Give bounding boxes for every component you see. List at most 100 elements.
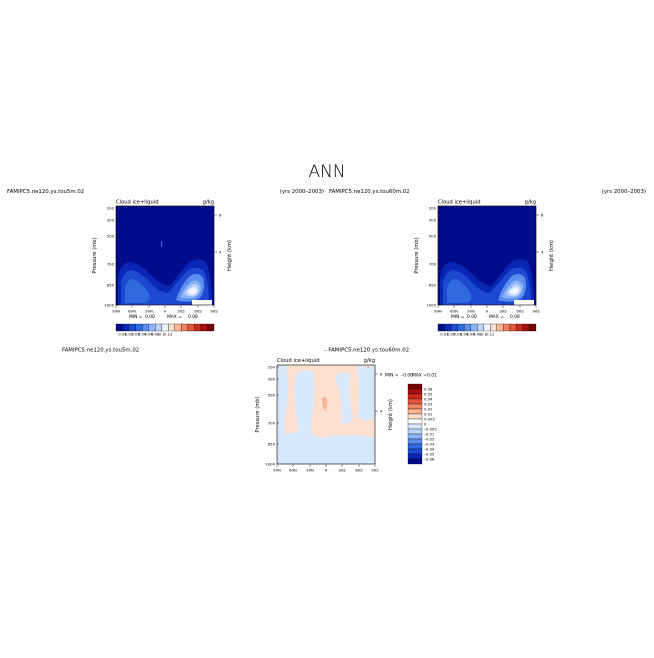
- panel-3-max-label: MAX =: [412, 373, 427, 379]
- panel-1-colorbar-label: 0.04: [138, 332, 147, 337]
- panel-2-ytick-label: 300: [429, 217, 437, 222]
- panel-1-colorbar-swatch: [187, 323, 195, 332]
- panel-1-xtick-label: 30S: [177, 309, 185, 314]
- panel-2-years: (yrs 2000–2003): [602, 189, 646, 195]
- panel-2-colorbar-swatch: [503, 323, 511, 332]
- panel-2-ylabel: Pressure (mb): [414, 237, 420, 273]
- panel-3-colorbar-label: 0.04: [424, 396, 433, 401]
- panel-1-xtick-label: 90N: [112, 309, 120, 314]
- panel-1-contour-field: [116, 206, 214, 305]
- panel-2-colorbar-swatch: [477, 323, 484, 332]
- panel-1-colorbar-swatch: [155, 323, 162, 332]
- panel-2-min-value: 0.00: [467, 314, 477, 320]
- panel-2-max-label: MAX =: [489, 314, 504, 320]
- panel-2-height-tick: 8: [541, 212, 544, 217]
- panel-3-colorbar-swatch: [407, 418, 423, 425]
- panel-2-xtick-label: 60S: [516, 309, 524, 314]
- panel-1-min-value: 0.00: [145, 314, 155, 320]
- panel-2-ytick-label: 200: [429, 205, 437, 210]
- panel-2-xtick-label: 30S: [499, 309, 507, 314]
- panel-2-max-value: 0.08: [510, 314, 520, 320]
- panel-3-xtick-label: 90N: [273, 468, 281, 473]
- panel-3-ylabel: Pressure (mb): [255, 396, 261, 432]
- panel-1-colorbar-swatch: [135, 323, 143, 332]
- panel-1-colorbar-swatch: [181, 323, 189, 332]
- panel-1-ytick-label: 1000: [104, 302, 114, 307]
- panel-1-xtick-label: 60N: [128, 309, 136, 314]
- panel-3-xtick-label: 30S: [338, 468, 346, 473]
- panel-2-colorbar-swatch: [444, 323, 452, 332]
- panel-3-xtick-label: 30N: [306, 468, 314, 473]
- panel-3-colorbar-swatch: [407, 393, 423, 400]
- panel-2-colorbar-swatch: [529, 323, 537, 332]
- panel-3-max-value: 0.01: [427, 373, 437, 379]
- panel-2: FAMIPC5.ne120.ys.tou60m.02 (yrs 2000–200…: [329, 189, 646, 337]
- panel-1-colorbar-swatch: [141, 323, 149, 332]
- panel-1-xtick-label: 60S: [194, 309, 202, 314]
- panel-2-colorbar-swatch: [483, 323, 491, 332]
- panel-3-height-tick: 8: [380, 371, 383, 376]
- panel-3-colorbar-label: 0.05: [424, 391, 433, 396]
- panel-1-height-tick: 8: [219, 212, 222, 217]
- panel-1-years: (yrs 2000–2003): [280, 189, 324, 195]
- panel-3-min-label: MIN =: [385, 373, 399, 379]
- panel-2-ytick-label: 1000: [426, 302, 436, 307]
- panel-2-ytick-label: 500: [429, 233, 437, 238]
- panel-1-colorbar-swatch: [207, 323, 215, 332]
- panel-3-colorbar-label: –0.01: [424, 431, 435, 436]
- panel-2-xtick-label: 90S: [532, 309, 540, 314]
- panel-2-colorbar-label: 0.04: [460, 332, 469, 337]
- panel-1-xtick-label: 30N: [145, 309, 153, 314]
- panel-2-ytick-label: 850: [429, 282, 437, 287]
- panel-3-colorbar-label: –0.005: [424, 426, 437, 431]
- panel-3-colorbar-swatch: [407, 443, 423, 450]
- panel-2-xtick-label: 60N: [450, 309, 458, 314]
- panel-2-colorbar-swatch: [509, 323, 517, 332]
- panel-3-colorbar-label: –0.05: [424, 451, 435, 456]
- panel-3-colorbar-label: 0.03: [424, 401, 433, 406]
- panel-2-min-label: MIN =: [451, 314, 465, 320]
- panel-2-colorbar-swatch: [470, 323, 478, 332]
- panel-1-colorbar-label: 0.1: [159, 332, 166, 337]
- panel-3-colorbar-label: –0.02: [424, 436, 435, 441]
- panel-3-min-value: –0.00: [401, 373, 413, 379]
- panel-3-ytick-label: 700: [268, 420, 276, 425]
- panel-1-ytick-label: 850: [107, 282, 115, 287]
- panel-3: FAMIPC5.ne120.ys.tou5m.02 – FAMIPC5.ne12…: [62, 348, 437, 473]
- panel-3-colorbar-label: 0.01: [424, 411, 433, 416]
- panel-1-colorbar-swatch: [161, 323, 169, 332]
- panel-3-colorbar-label: 0: [424, 421, 427, 426]
- panel-1-xtick-label: 90S: [210, 309, 218, 314]
- panel-2-colorbar-swatch: [457, 323, 465, 332]
- panel-3-height-tick: 4: [380, 408, 383, 413]
- panel-2-ylabel-right: Height (km): [549, 240, 555, 271]
- panel-1-min-label: MIN =: [129, 314, 143, 320]
- panel-2-colorbar-label: 0.02: [447, 332, 456, 337]
- panel-2-xtick-label: 90N: [434, 309, 442, 314]
- panel-2-colorbar-swatch: [437, 323, 445, 332]
- panel-3-units: g/kg: [364, 358, 375, 364]
- panel-3-colorbar: 0.060.050.040.030.020.010.0050–0.005–0.0…: [407, 383, 437, 465]
- panel-2-xtick-label: 30N: [467, 309, 475, 314]
- panel-2-field-label: Cloud ice+liquid: [438, 200, 481, 206]
- panel-3-colorbar-label: 0.02: [424, 406, 433, 411]
- panel-1-field-label: Cloud ice+liquid: [116, 200, 159, 206]
- panel-3-run-name: FAMIPC5.ne120.ys.tou5m.02: [62, 348, 139, 354]
- panel-1-colorbar-label: 0.08: [151, 332, 160, 337]
- panel-1-max-label: MAX =: [167, 314, 182, 320]
- panel-2-colorbar-swatch: [450, 323, 458, 332]
- panel-2-run-name: FAMIPC5.ne120.ys.tou60m.02: [329, 189, 410, 195]
- panel-3-colorbar-swatch: [407, 383, 423, 390]
- panel-2-colorbar-label: 0.1: [481, 332, 488, 337]
- panel-2-units: g/kg: [525, 200, 536, 206]
- panel-3-colorbar-swatch: [407, 398, 423, 405]
- panel-1-xtick-label: 0: [164, 309, 167, 314]
- panel-1-colorbar-label: 0.02: [125, 332, 134, 337]
- panel-3-colorbar-swatch: [407, 433, 423, 440]
- panel-2-ytick-label: 700: [429, 261, 437, 266]
- panel-1-ylabel-right: Height (km): [227, 240, 233, 271]
- panel-3-colorbar-swatch: [407, 458, 423, 465]
- panel-1-height-tick: 4: [219, 249, 222, 254]
- panel-3-colorbar-label: –0.04: [424, 446, 435, 451]
